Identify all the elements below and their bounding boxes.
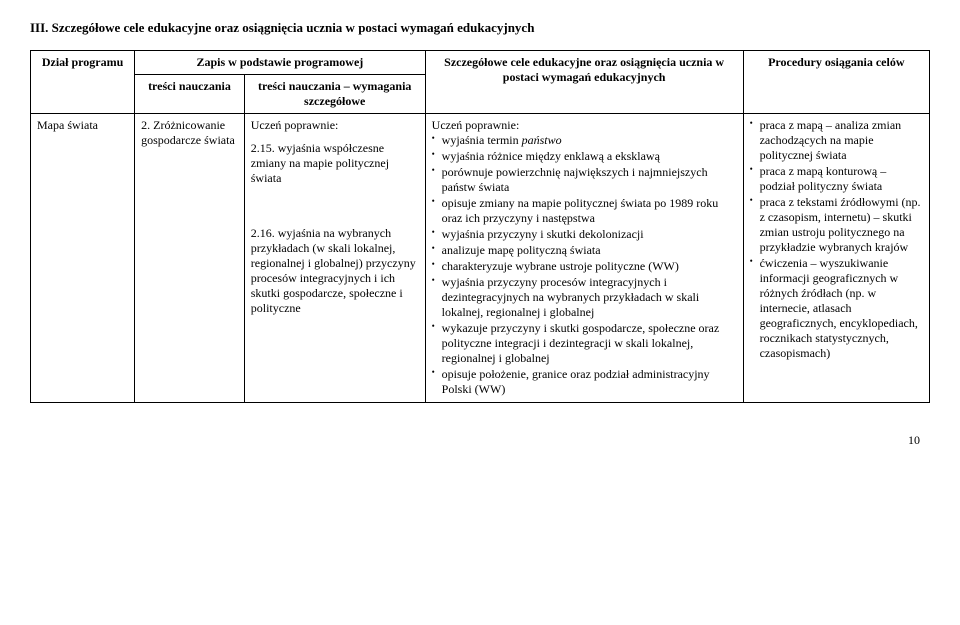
list-item: charakteryzuje wybrane ustroje polityczn… xyxy=(432,259,737,274)
cell-wymagania: Uczeń poprawnie: 2.15. wyjaśnia współcze… xyxy=(244,114,425,403)
th-dzial: Dział programu xyxy=(31,51,135,114)
list-item: porównuje powierzchnię największych i na… xyxy=(432,165,737,195)
list-item: wyjaśnia termin państwo xyxy=(432,133,737,148)
th-zapis: Zapis w podstawie programowej xyxy=(135,51,426,75)
table-row: Mapa świata 2. Zróżnicowanie gospodarcze… xyxy=(31,114,930,403)
cell-dzial: Mapa świata xyxy=(31,114,135,403)
table-header-row-1: Dział programu Zapis w podstawie program… xyxy=(31,51,930,75)
list-item: wyjaśnia różnice między enklawą a ekskla… xyxy=(432,149,737,164)
procedury-list: praca z mapą – analiza zmian zachodzącyc… xyxy=(750,118,923,361)
cele-list: wyjaśnia termin państwo wyjaśnia różnice… xyxy=(432,133,737,397)
list-item: opisuje zmiany na mapie politycznej świa… xyxy=(432,196,737,226)
th-wymagania: treści nauczania – wymagania szczegółowe xyxy=(244,75,425,114)
cele-lead: Uczeń poprawnie: xyxy=(432,118,737,133)
page-number: 10 xyxy=(30,433,930,448)
cell-tresci: 2. Zróżnicowanie gospodarcze świata xyxy=(135,114,245,403)
list-item: analizuje mapę polityczną świata xyxy=(432,243,737,258)
th-cele: Szczegółowe cele edukacyjne oraz osiągni… xyxy=(425,51,743,114)
th-procedury: Procedury osiągania celów xyxy=(743,51,929,114)
cell-cele: Uczeń poprawnie: wyjaśnia termin państwo… xyxy=(425,114,743,403)
text-italic: państwo xyxy=(522,133,562,147)
section-heading: III. Szczegółowe cele edukacyjne oraz os… xyxy=(30,20,930,36)
list-item: praca z mapą – analiza zmian zachodzącyc… xyxy=(750,118,923,163)
wymagania-lead: Uczeń poprawnie: xyxy=(251,118,419,133)
cell-procedury: praca z mapą – analiza zmian zachodzącyc… xyxy=(743,114,929,403)
list-item: opisuje położenie, granice oraz podział … xyxy=(432,367,737,397)
list-item: ćwiczenia – wyszukiwanie informacji geog… xyxy=(750,256,923,361)
list-item: wykazuje przyczyny i skutki gospodarcze,… xyxy=(432,321,737,366)
th-tresci: treści nauczania xyxy=(135,75,245,114)
list-item: wyjaśnia przyczyny i skutki dekolonizacj… xyxy=(432,227,737,242)
list-item: praca z mapą konturową – podział polityc… xyxy=(750,164,923,194)
list-item: wyjaśnia przyczyny procesów integracyjny… xyxy=(432,275,737,320)
curriculum-table: Dział programu Zapis w podstawie program… xyxy=(30,50,930,403)
text: wyjaśnia termin xyxy=(442,133,522,147)
wymagania-p1: 2.15. wyjaśnia współczesne zmiany na map… xyxy=(251,141,419,186)
wymagania-p2: 2.16. wyjaśnia na wybranych przykładach … xyxy=(251,226,419,316)
list-item: praca z tekstami źródłowymi (np. z czaso… xyxy=(750,195,923,255)
